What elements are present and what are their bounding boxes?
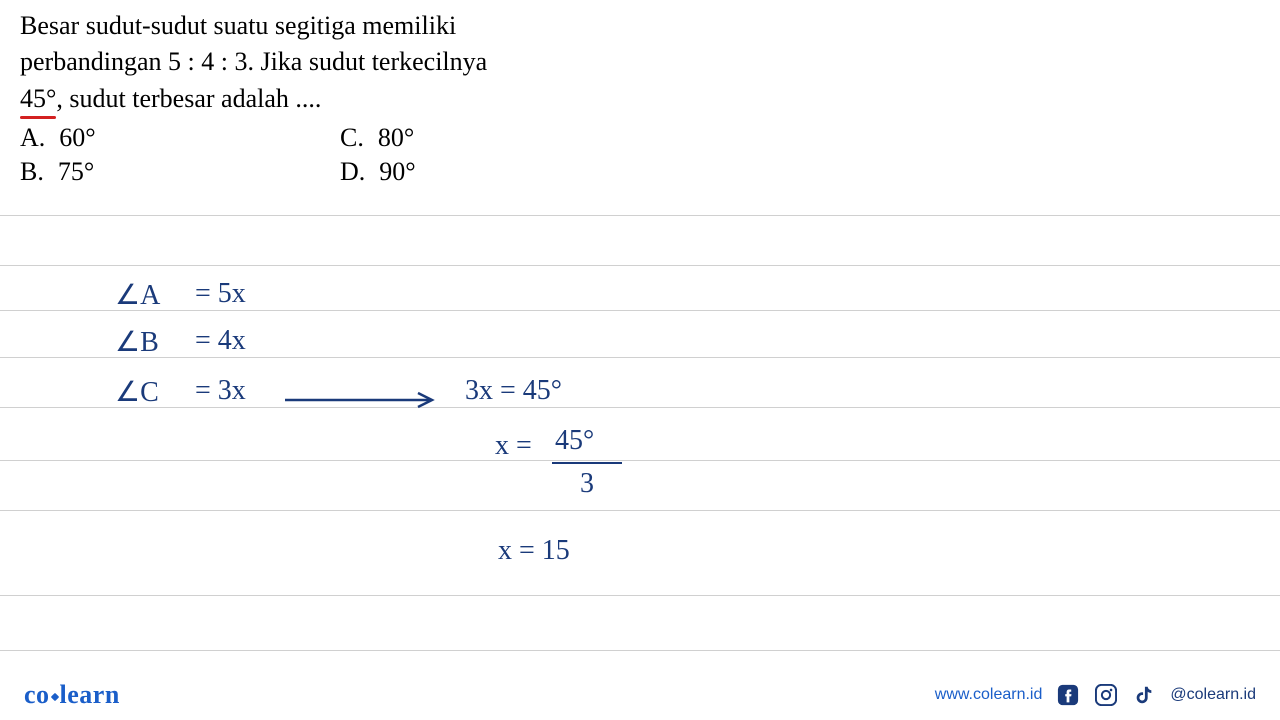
logo-separator-icon bbox=[50, 693, 58, 701]
ruled-line bbox=[0, 650, 1280, 651]
option-b-label: B. bbox=[20, 157, 44, 187]
footer: colearn www.colearn.id @colearn.id bbox=[0, 670, 1280, 720]
instagram-icon bbox=[1094, 683, 1118, 707]
options-grid: A. 60° C. 80° B. 75° D. 90° bbox=[20, 123, 620, 187]
q-line2b: . Jika sudut terkecilnya bbox=[247, 47, 487, 76]
ruled-line bbox=[0, 357, 1280, 358]
fraction-line bbox=[552, 462, 622, 464]
option-a: A. 60° bbox=[20, 123, 300, 153]
ruled-line bbox=[0, 510, 1280, 511]
footer-right: www.colearn.id @colearn.id bbox=[935, 683, 1256, 707]
option-b-value: 75° bbox=[58, 157, 94, 187]
facebook-icon bbox=[1056, 683, 1080, 707]
tiktok-icon bbox=[1132, 683, 1156, 707]
hw-eq3-rest: = 3x bbox=[195, 375, 246, 407]
hw-eq5-left: x = bbox=[495, 430, 532, 462]
question-text: Besar sudut-sudut suatu segitiga memilik… bbox=[20, 8, 620, 117]
ruled-line bbox=[0, 460, 1280, 461]
option-d-label: D. bbox=[340, 157, 365, 187]
hw-eq2-rest: = 4x bbox=[195, 325, 246, 357]
option-c: C. 80° bbox=[340, 123, 620, 153]
ruled-line bbox=[0, 595, 1280, 596]
q-line2a: perbandingan bbox=[20, 47, 168, 76]
option-d: D. 90° bbox=[340, 157, 620, 187]
hw-eq3-angle: ∠C bbox=[115, 375, 159, 409]
option-a-label: A. bbox=[20, 123, 45, 153]
question-block: Besar sudut-sudut suatu segitiga memilik… bbox=[0, 0, 640, 187]
q-ratio: 5 : 4 : 3 bbox=[168, 47, 247, 76]
q-line1: Besar sudut-sudut suatu segitiga memilik… bbox=[20, 11, 456, 40]
option-d-value: 90° bbox=[379, 157, 415, 187]
option-c-label: C. bbox=[340, 123, 364, 153]
footer-url: www.colearn.id bbox=[935, 686, 1043, 704]
logo-part2: learn bbox=[60, 680, 120, 709]
footer-handle: @colearn.id bbox=[1170, 686, 1256, 704]
option-b: B. 75° bbox=[20, 157, 300, 187]
option-a-value: 60° bbox=[59, 123, 95, 153]
hw-eq1-angle: ∠A bbox=[115, 278, 160, 312]
hw-eq5-num: 45° bbox=[555, 425, 594, 457]
hw-eq1-rest: = 5x bbox=[195, 278, 246, 310]
ruled-line bbox=[0, 310, 1280, 311]
hw-eq2-angle: ∠B bbox=[115, 325, 159, 359]
brand-logo: colearn bbox=[24, 680, 120, 710]
q-line3b: , sudut terbesar adalah .... bbox=[56, 84, 321, 113]
ruled-line bbox=[0, 407, 1280, 408]
ruled-line bbox=[0, 265, 1280, 266]
logo-part1: co bbox=[24, 680, 50, 709]
hw-eq6: x = 15 bbox=[498, 535, 570, 567]
hw-eq5-den: 3 bbox=[580, 468, 594, 500]
q-underlined: 45° bbox=[20, 81, 56, 117]
ruled-line bbox=[0, 215, 1280, 216]
option-c-value: 80° bbox=[378, 123, 414, 153]
arrow-icon bbox=[280, 390, 450, 410]
hw-eq4: 3x = 45° bbox=[465, 375, 562, 407]
